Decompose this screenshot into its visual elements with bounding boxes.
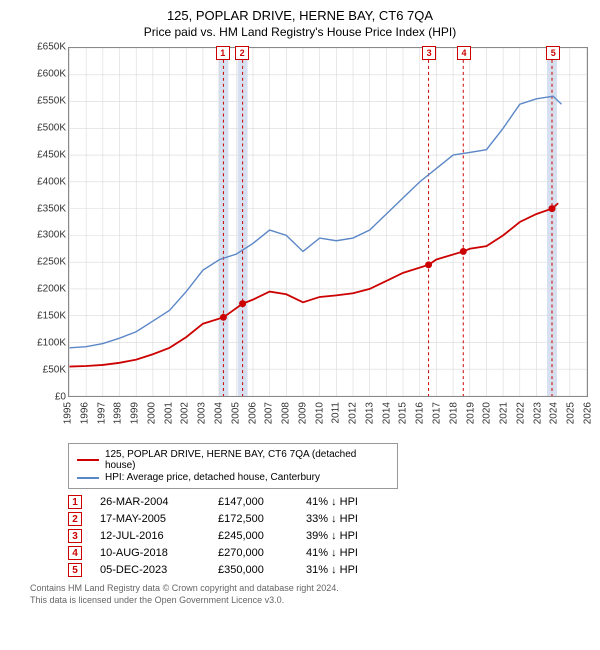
legend-item: 125, POPLAR DRIVE, HERNE BAY, CT6 7QA (d… (77, 449, 389, 471)
sales-marker: 4 (68, 546, 82, 560)
sales-price: £172,500 (218, 513, 288, 525)
legend-swatch (77, 459, 99, 461)
sale-marker-label: 5 (546, 46, 560, 60)
x-axis-label: 2007 (264, 402, 275, 424)
sales-row: 5 05-DEC-2023 £350,000 31% ↓ HPI (68, 563, 590, 577)
y-axis-label: £550K (30, 95, 66, 106)
x-axis-label: 1999 (130, 402, 141, 424)
sales-diff: 41% ↓ HPI (306, 547, 386, 559)
sales-table: 1 26-MAR-2004 £147,000 41% ↓ HPI 2 17-MA… (68, 495, 590, 577)
legend-item: HPI: Average price, detached house, Cant… (77, 472, 389, 483)
sales-diff: 41% ↓ HPI (306, 496, 386, 508)
y-axis-label: £600K (30, 68, 66, 79)
y-axis-label: £450K (30, 149, 66, 160)
sale-marker-label: 3 (422, 46, 436, 60)
legend-label: HPI: Average price, detached house, Cant… (105, 472, 320, 483)
legend-swatch (77, 477, 99, 479)
sales-diff: 33% ↓ HPI (306, 513, 386, 525)
x-axis-label: 2019 (465, 402, 476, 424)
sales-marker: 3 (68, 529, 82, 543)
sale-marker-label: 2 (235, 46, 249, 60)
chart-subtitle: Price paid vs. HM Land Registry's House … (10, 25, 590, 39)
x-axis-label: 2022 (515, 402, 526, 424)
sales-date: 26-MAR-2004 (100, 496, 200, 508)
x-axis-label: 2025 (566, 402, 577, 424)
x-axis-label: 2004 (213, 402, 224, 424)
x-axis-label: 2006 (247, 402, 258, 424)
sale-marker-label: 4 (457, 46, 471, 60)
sales-date: 10-AUG-2018 (100, 547, 200, 559)
x-axis-label: 1995 (63, 402, 74, 424)
x-axis-label: 2010 (314, 402, 325, 424)
x-axis-label: 2003 (197, 402, 208, 424)
x-axis-label: 2021 (499, 402, 510, 424)
y-axis-label: £200K (30, 284, 66, 295)
y-axis-label: £350K (30, 203, 66, 214)
x-axis-label: 2024 (549, 402, 560, 424)
x-axis-label: 2000 (146, 402, 157, 424)
y-axis-label: £650K (30, 42, 66, 53)
x-axis-label: 2005 (230, 402, 241, 424)
x-axis-label: 2014 (381, 402, 392, 424)
sales-diff: 31% ↓ HPI (306, 564, 386, 576)
x-axis-label: 2011 (331, 402, 342, 424)
chart-container: 125, POPLAR DRIVE, HERNE BAY, CT6 7QA Pr… (0, 0, 600, 650)
y-axis-label: £0 (30, 392, 66, 403)
sales-diff: 39% ↓ HPI (306, 530, 386, 542)
chart-title: 125, POPLAR DRIVE, HERNE BAY, CT6 7QA (10, 8, 590, 23)
x-axis-label: 2020 (482, 402, 493, 424)
sales-marker: 5 (68, 563, 82, 577)
sales-date: 05-DEC-2023 (100, 564, 200, 576)
x-axis-label: 2015 (398, 402, 409, 424)
sales-row: 1 26-MAR-2004 £147,000 41% ↓ HPI (68, 495, 590, 509)
legend-label: 125, POPLAR DRIVE, HERNE BAY, CT6 7QA (d… (105, 449, 389, 471)
y-axis-label: £300K (30, 230, 66, 241)
sales-row: 3 12-JUL-2016 £245,000 39% ↓ HPI (68, 529, 590, 543)
x-axis-label: 1996 (79, 402, 90, 424)
x-axis-label: 2002 (180, 402, 191, 424)
sales-date: 12-JUL-2016 (100, 530, 200, 542)
x-axis-label: 1998 (113, 402, 124, 424)
footnote-line-1: Contains HM Land Registry data © Crown c… (30, 583, 590, 595)
x-axis-label: 2012 (348, 402, 359, 424)
sales-price: £350,000 (218, 564, 288, 576)
x-axis-label: 1997 (96, 402, 107, 424)
plot-svg (69, 48, 587, 396)
y-axis-label: £400K (30, 176, 66, 187)
x-axis-label: 2013 (364, 402, 375, 424)
x-axis-label: 2009 (297, 402, 308, 424)
y-axis-label: £500K (30, 122, 66, 133)
footnote: Contains HM Land Registry data © Crown c… (30, 583, 590, 606)
sales-date: 17-MAY-2005 (100, 513, 200, 525)
sales-row: 2 17-MAY-2005 £172,500 33% ↓ HPI (68, 512, 590, 526)
plot (68, 47, 588, 397)
sales-row: 4 10-AUG-2018 £270,000 41% ↓ HPI (68, 546, 590, 560)
sales-price: £245,000 (218, 530, 288, 542)
legend: 125, POPLAR DRIVE, HERNE BAY, CT6 7QA (d… (68, 443, 398, 489)
footnote-line-2: This data is licensed under the Open Gov… (30, 595, 590, 607)
x-axis-label: 2016 (415, 402, 426, 424)
chart-area: £0 £50K £100K £150K £200K £250K £300K £350K £400… (30, 47, 590, 437)
y-axis-label: £100K (30, 338, 66, 349)
sales-price: £270,000 (218, 547, 288, 559)
sales-price: £147,000 (218, 496, 288, 508)
x-axis-label: 2001 (163, 402, 174, 424)
y-axis-label: £50K (30, 365, 66, 376)
x-axis-label: 2017 (432, 402, 443, 424)
sales-marker: 2 (68, 512, 82, 526)
x-axis-label: 2026 (583, 402, 594, 424)
y-axis-label: £250K (30, 257, 66, 268)
sales-marker: 1 (68, 495, 82, 509)
sale-marker-label: 1 (216, 46, 230, 60)
x-axis-label: 2018 (448, 402, 459, 424)
y-axis-label: £150K (30, 311, 66, 322)
x-axis-label: 2023 (532, 402, 543, 424)
x-axis-label: 2008 (281, 402, 292, 424)
